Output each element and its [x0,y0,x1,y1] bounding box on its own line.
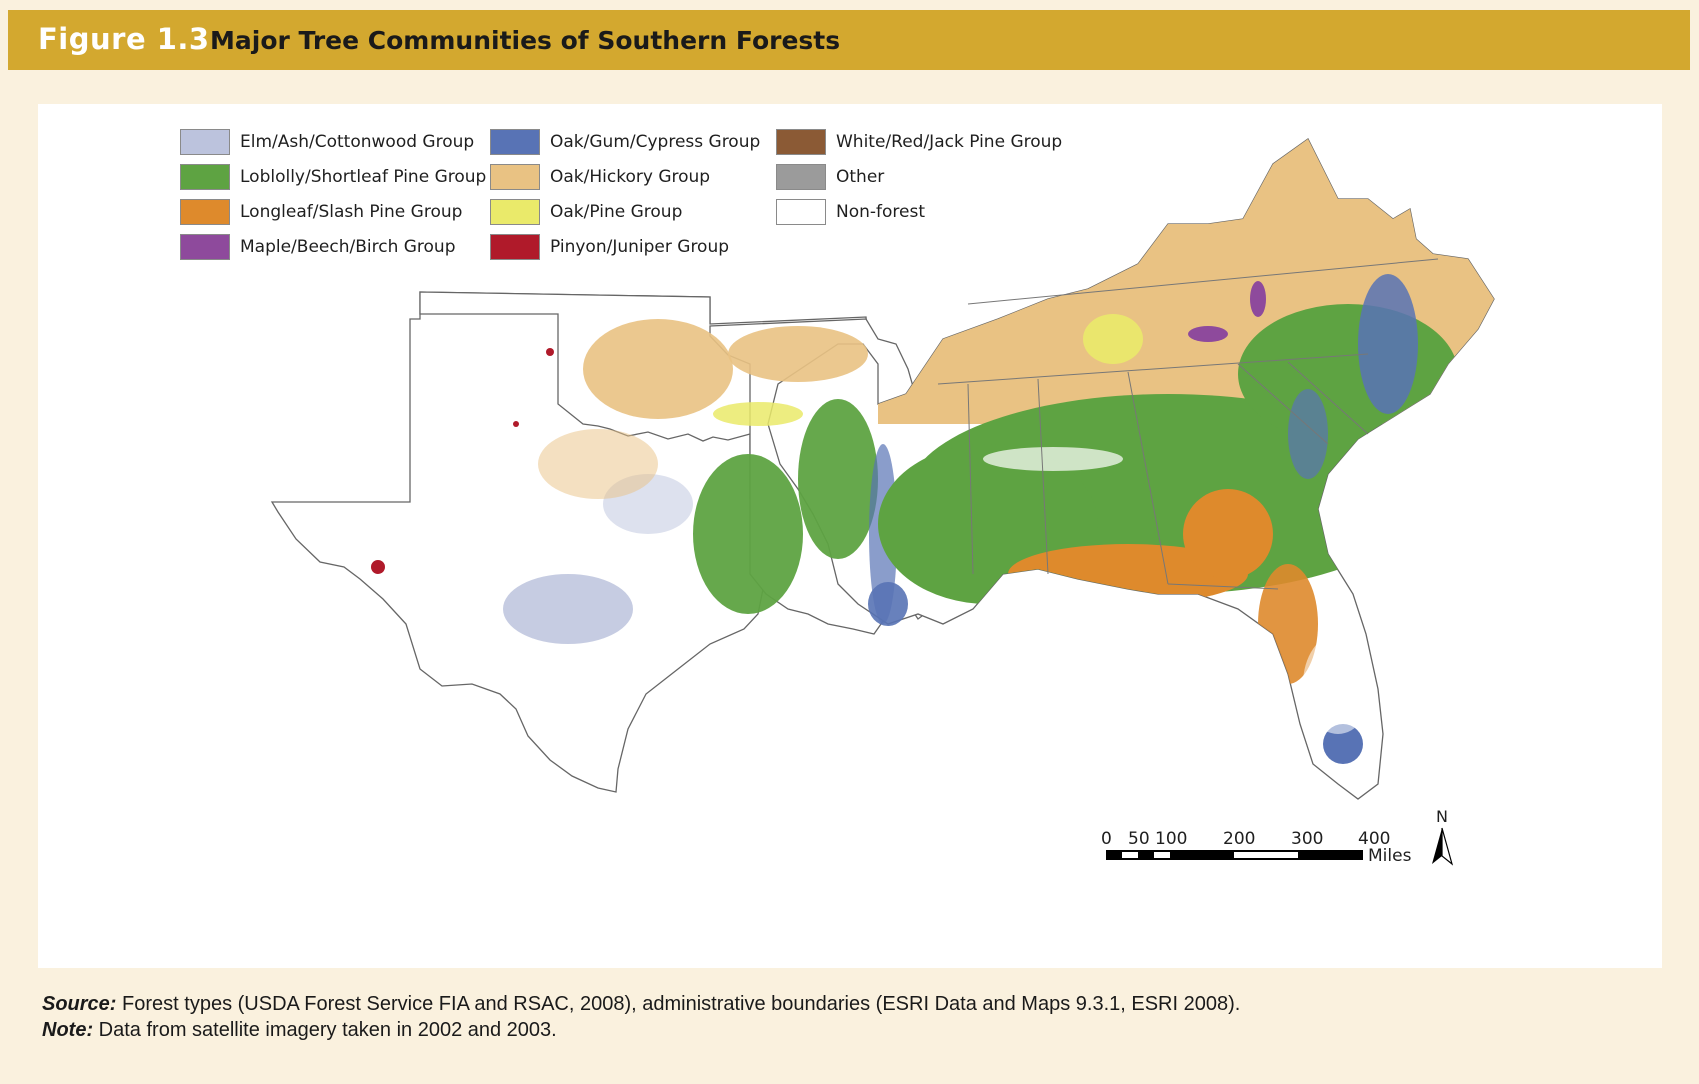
legend-label: Maple/Beech/Birch Group [240,237,456,257]
scale-unit-label: Miles [1368,846,1412,866]
oak-gum-everglades [1323,724,1363,764]
legend-label: Longleaf/Slash Pine Group [240,202,463,222]
loblolly-ark-la-west [693,454,803,614]
legend-swatch [490,164,540,190]
scale-tick-label: 200 [1223,829,1256,849]
source-line: Source: Forest types (USDA Forest Servic… [42,993,1240,1016]
note-line: Note: Data from satellite imagery taken … [42,1019,557,1042]
pinyon-juniper-trans-pecos [371,560,385,574]
legend-swatch [180,129,230,155]
legend-swatch [180,234,230,260]
longleaf-georgia [1183,489,1273,579]
maple-beech-blue-ridge [1250,281,1266,317]
north-arrow-icon [1432,827,1454,866]
note-text: Data from satellite imagery taken in 200… [98,1019,557,1041]
scale-bar-segment [1234,852,1298,858]
legend-swatch [776,129,826,155]
scale-bar-graphic [1106,850,1363,860]
figure-header: Figure 1.3 Major Tree Communities of Sou… [8,10,1690,70]
scale-bar-segment [1154,852,1170,858]
legend-swatch [490,129,540,155]
legend-label: Elm/Ash/Cottonwood Group [240,132,475,152]
legend-swatch [490,199,540,225]
legend-swatch [776,164,826,190]
oak-hickory-texas-scatter [538,429,658,499]
legend-label: Non-forest [836,202,926,222]
elm-ash-central-texas [503,574,633,644]
scale-tick-label: 300 [1291,829,1324,849]
legend-swatch [180,199,230,225]
source-label: Source: [42,993,117,1015]
figure-number: Figure 1.3 [38,22,210,56]
forest-cover-central [693,399,908,626]
loblolly-carolinas [1238,304,1458,444]
legend-label: Pinyon/Juniper Group [550,237,730,257]
legend-swatch [180,164,230,190]
legend-swatch [776,199,826,225]
legend-label: Loblolly/Shortleaf Pine Group [240,167,487,187]
forest-cover-west [371,319,868,644]
forest-map [270,138,1495,866]
source-text: Forest types (USDA Forest Service FIA an… [122,993,1241,1015]
oak-gum-sc-coast [1288,389,1328,479]
oak-pine-cumberland [1083,314,1143,364]
legend-swatch [490,234,540,260]
oak-hickory-ozark [728,326,868,382]
pinyon-juniper-panhandle [546,348,554,356]
oak-gum-coastal-plain [1358,274,1418,414]
scale-tick-label: 100 [1155,829,1188,849]
state-boundaries [937,258,1439,590]
maple-beech-smokies [1188,326,1228,342]
nonforest-black-belt [983,447,1123,471]
legend-label: Oak/Pine Group [550,202,683,222]
note-label: Note: [42,1019,94,1041]
scale-tick-label: 400 [1358,829,1391,849]
oak-gum-atchafalaya [868,582,908,626]
figure-title: Major Tree Communities of Southern Fores… [210,26,841,55]
legend-label: White/Red/Jack Pine Group [836,132,1063,152]
legend-label: Other [836,167,885,187]
loblolly-ark-la-east [798,399,878,559]
pinyon-juniper-plains [513,421,519,427]
oak-hickory-oklahoma [583,319,733,419]
scale-tick-label: 0 [1101,829,1112,849]
scale-tick-label: 50 [1128,829,1150,849]
nonforest-florida-south [1303,634,1373,734]
forest-cover-east [878,139,1494,764]
oak-pine-band [713,402,803,426]
north-label: N [1436,807,1448,826]
legend-label: Oak/Gum/Cypress Group [550,132,761,152]
legend-label: Oak/Hickory Group [550,167,711,187]
scale-bar-segment [1122,852,1138,858]
map-panel: Elm/Ash/Cottonwood Group Loblolly/Shortl… [38,104,1662,968]
